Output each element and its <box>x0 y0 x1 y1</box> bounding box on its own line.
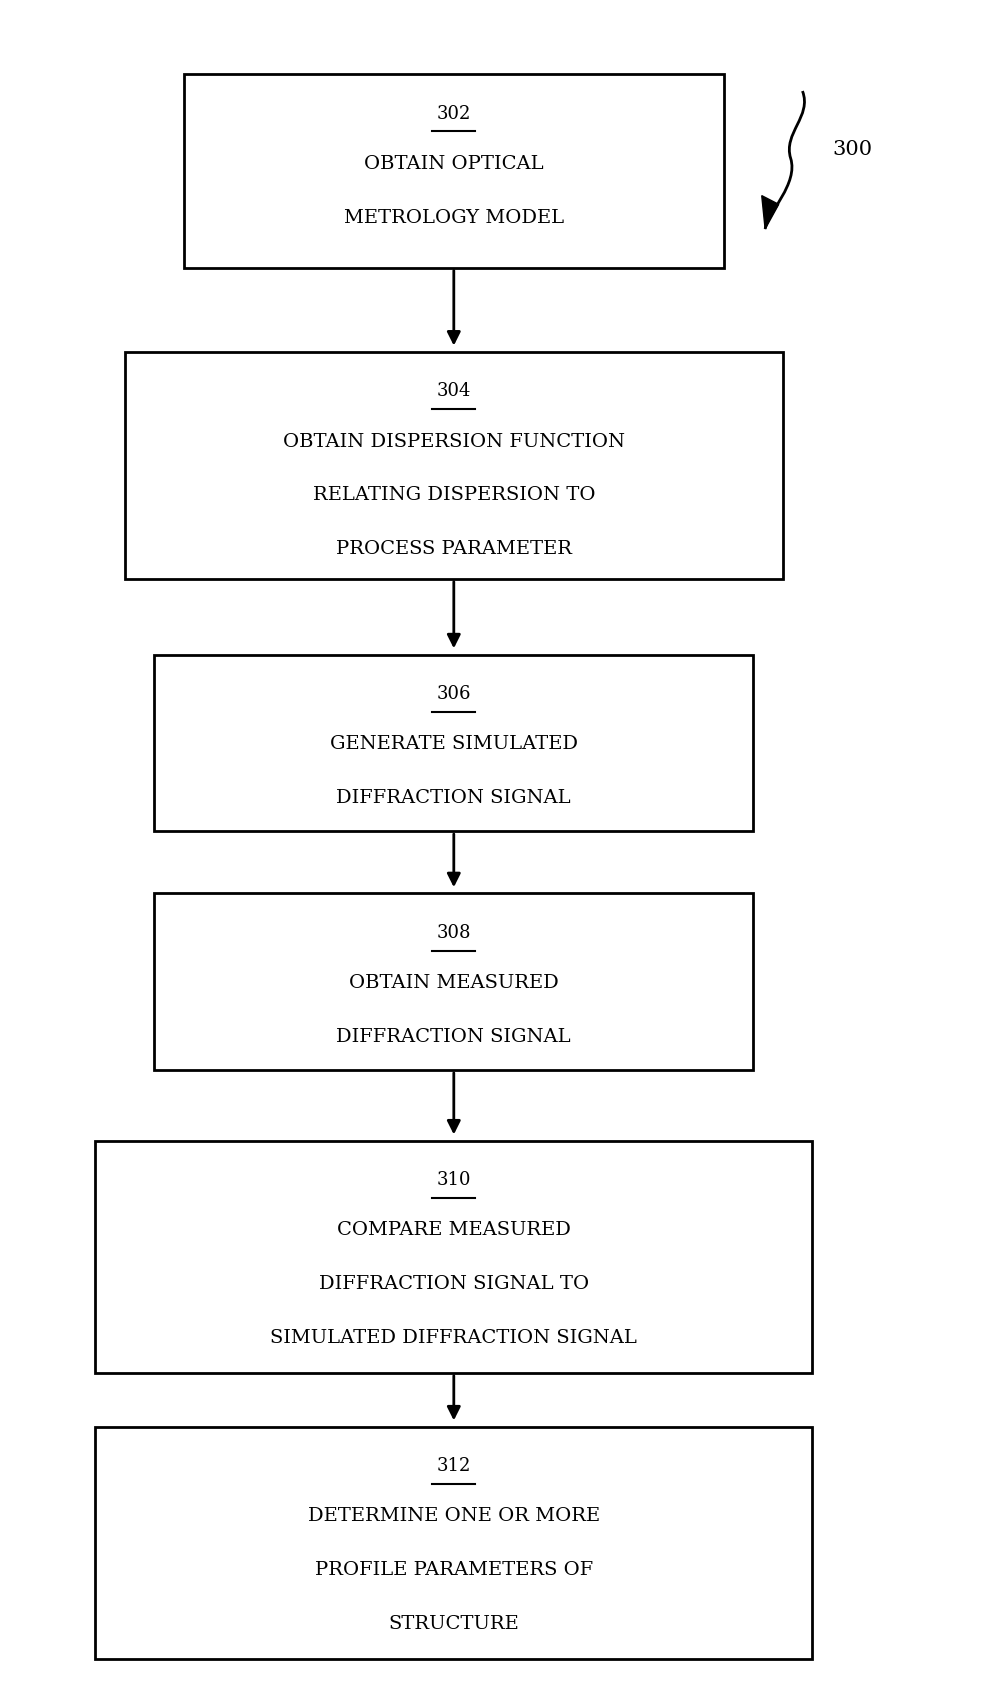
Text: RELATING DISPERSION TO: RELATING DISPERSION TO <box>313 487 595 504</box>
FancyBboxPatch shape <box>96 1426 813 1659</box>
FancyBboxPatch shape <box>124 351 783 578</box>
Text: 306: 306 <box>436 685 471 702</box>
Text: 300: 300 <box>832 141 872 159</box>
Text: 310: 310 <box>436 1170 471 1189</box>
Text: OBTAIN OPTICAL: OBTAIN OPTICAL <box>364 154 544 173</box>
FancyBboxPatch shape <box>183 75 724 268</box>
FancyBboxPatch shape <box>96 1141 813 1372</box>
Text: 302: 302 <box>436 105 471 122</box>
Text: DIFFRACTION SIGNAL: DIFFRACTION SIGNAL <box>337 1028 571 1046</box>
Text: METROLOGY MODEL: METROLOGY MODEL <box>344 209 564 227</box>
Text: GENERATE SIMULATED: GENERATE SIMULATED <box>330 736 578 753</box>
Text: DIFFRACTION SIGNAL TO: DIFFRACTION SIGNAL TO <box>319 1275 589 1294</box>
Text: 312: 312 <box>436 1457 471 1476</box>
Text: 304: 304 <box>436 382 471 400</box>
Text: COMPARE MEASURED: COMPARE MEASURED <box>337 1221 571 1240</box>
Text: 308: 308 <box>436 924 471 941</box>
Text: PROFILE PARAMETERS OF: PROFILE PARAMETERS OF <box>315 1562 593 1579</box>
Text: STRUCTURE: STRUCTURE <box>388 1615 519 1633</box>
Text: SIMULATED DIFFRACTION SIGNAL: SIMULATED DIFFRACTION SIGNAL <box>270 1330 637 1347</box>
Text: DIFFRACTION SIGNAL: DIFFRACTION SIGNAL <box>337 789 571 807</box>
Text: OBTAIN MEASURED: OBTAIN MEASURED <box>349 974 559 992</box>
FancyBboxPatch shape <box>154 894 753 1070</box>
Polygon shape <box>762 195 779 229</box>
Text: DETERMINE ONE OR MORE: DETERMINE ONE OR MORE <box>308 1508 600 1525</box>
FancyBboxPatch shape <box>154 655 753 831</box>
Text: OBTAIN DISPERSION FUNCTION: OBTAIN DISPERSION FUNCTION <box>283 432 624 451</box>
Text: PROCESS PARAMETER: PROCESS PARAMETER <box>336 539 572 558</box>
